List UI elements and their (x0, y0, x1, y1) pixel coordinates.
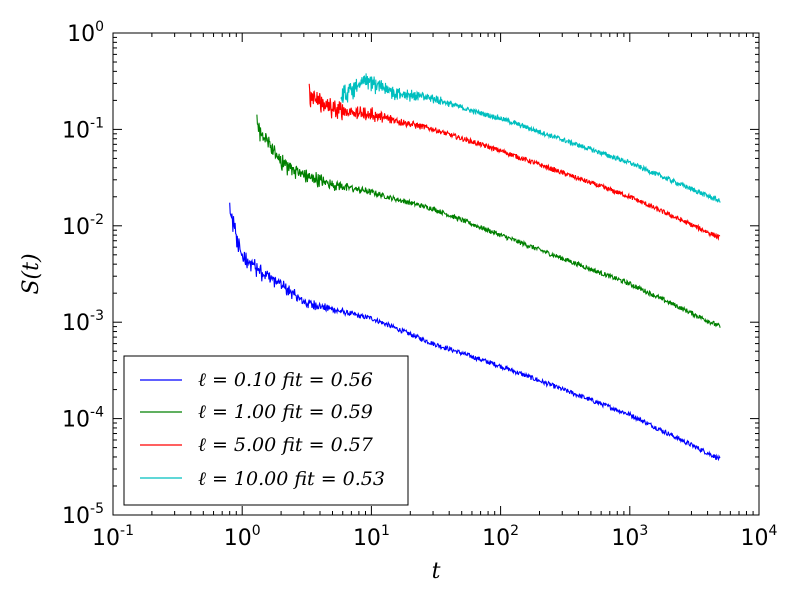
x-tick-label: 10-1 (92, 523, 134, 551)
y-tick-base: 10 (62, 311, 90, 336)
x-tick-exp: 0 (252, 523, 261, 539)
y-tick-label: 10-4 (62, 405, 104, 433)
y-tick-base: 10 (62, 408, 90, 433)
series-layer (229, 73, 721, 462)
x-tick-label: 103 (611, 523, 648, 551)
x-tick-base: 10 (224, 526, 252, 551)
y-tick-base: 10 (62, 215, 90, 240)
y-tick-base: 10 (62, 118, 90, 143)
series-line-2 (308, 83, 721, 241)
x-tick-base: 10 (92, 526, 120, 551)
x-tick-exp: 1 (381, 523, 390, 539)
y-tick-exp: -1 (90, 115, 104, 131)
y-tick-base: 10 (62, 504, 90, 529)
series-line-0 (229, 202, 721, 462)
legend-label-l010: ℓ = 0.10 fit = 0.56 (198, 369, 373, 391)
x-tick-base: 10 (611, 526, 639, 551)
x-tick-exp: 2 (510, 523, 519, 539)
y-tick-exp: -4 (90, 405, 104, 421)
x-tick-exp: -1 (120, 523, 134, 539)
y-tick-exp: -5 (90, 501, 104, 517)
y-tick-exp: -3 (90, 308, 104, 324)
ticks-layer (112, 32, 760, 516)
x-tick-label: 104 (741, 523, 778, 551)
tick-labels-layer: 10-1 100 101 102 103 10410-510-410-310-210-11… (62, 19, 778, 551)
y-tick-exp: 0 (95, 19, 104, 35)
y-tick-exp: -2 (90, 212, 104, 228)
plot-frame (112, 32, 760, 516)
x-tick-label: 100 (224, 523, 261, 551)
x-tick-base: 10 (482, 526, 510, 551)
x-tick-base: 10 (353, 526, 381, 551)
y-tick-base: 10 (67, 22, 95, 47)
series-line-3 (340, 73, 721, 203)
y-tick-label: 10-5 (62, 501, 104, 529)
x-tick-base: 10 (741, 526, 769, 551)
y-axis-label: S(t) (19, 253, 44, 294)
y-tick-label: 10-1 (62, 115, 104, 143)
series-line-1 (256, 114, 721, 328)
x-tick-exp: 4 (769, 523, 778, 539)
x-axis-label: t (432, 559, 441, 584)
legend-label-l500: ℓ = 5.00 fit = 0.57 (198, 434, 374, 456)
y-tick-label: 10-2 (62, 212, 104, 240)
y-tick-label: 10-3 (62, 308, 104, 336)
legend-box (123, 355, 409, 506)
x-tick-label: 102 (482, 523, 519, 551)
legend: ℓ = 0.10 fit = 0.56 ℓ = 1.00 fit = 0.59 … (123, 355, 409, 506)
legend-label-l1000: ℓ = 10.00 fit = 0.53 (198, 468, 385, 490)
x-tick-label: 101 (353, 523, 390, 551)
y-tick-label: 100 (67, 19, 104, 47)
legend-label-l100: ℓ = 1.00 fit = 0.59 (198, 401, 373, 423)
x-tick-exp: 3 (639, 523, 648, 539)
